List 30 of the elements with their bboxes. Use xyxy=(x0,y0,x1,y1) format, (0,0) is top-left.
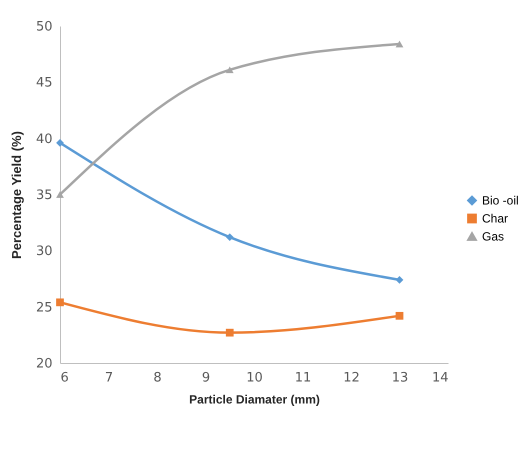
legend-label: Bio -oil xyxy=(482,194,519,208)
y-tick-label: 40 xyxy=(36,132,52,147)
x-tick-label: 11 xyxy=(294,370,312,386)
x-tick-label: 12 xyxy=(343,370,360,386)
y-axis-title: Percentage Yield (%) xyxy=(8,131,24,259)
y-tick-label: 50 xyxy=(36,20,52,34)
point xyxy=(56,191,64,198)
y-tick-label: 20 xyxy=(36,356,52,372)
point xyxy=(226,328,234,337)
x-tick-label: 10 xyxy=(246,370,263,386)
legend-label: Char xyxy=(482,212,508,226)
x-tick-label: 14 xyxy=(432,370,448,386)
y-tick-label: 30 xyxy=(36,244,52,260)
x-tick-label: 13 xyxy=(392,370,408,386)
point xyxy=(396,312,404,320)
x-tick-label: 9 xyxy=(202,370,210,386)
x-tick-label: 8 xyxy=(153,370,162,386)
point xyxy=(56,138,64,147)
y-tick-label: 35 xyxy=(36,188,52,203)
point xyxy=(226,233,234,242)
legend-label: Gas xyxy=(482,230,504,244)
y-tick-label: 45 xyxy=(36,76,52,91)
point xyxy=(56,298,64,306)
point xyxy=(226,66,234,74)
x-tick-label: 6 xyxy=(60,370,69,386)
y-tick-label: 25 xyxy=(36,300,52,316)
point xyxy=(396,40,404,48)
point xyxy=(396,276,404,284)
x-tick-label: 7 xyxy=(104,370,114,386)
x-axis-title: Particle Diamater (mm) xyxy=(189,392,320,406)
